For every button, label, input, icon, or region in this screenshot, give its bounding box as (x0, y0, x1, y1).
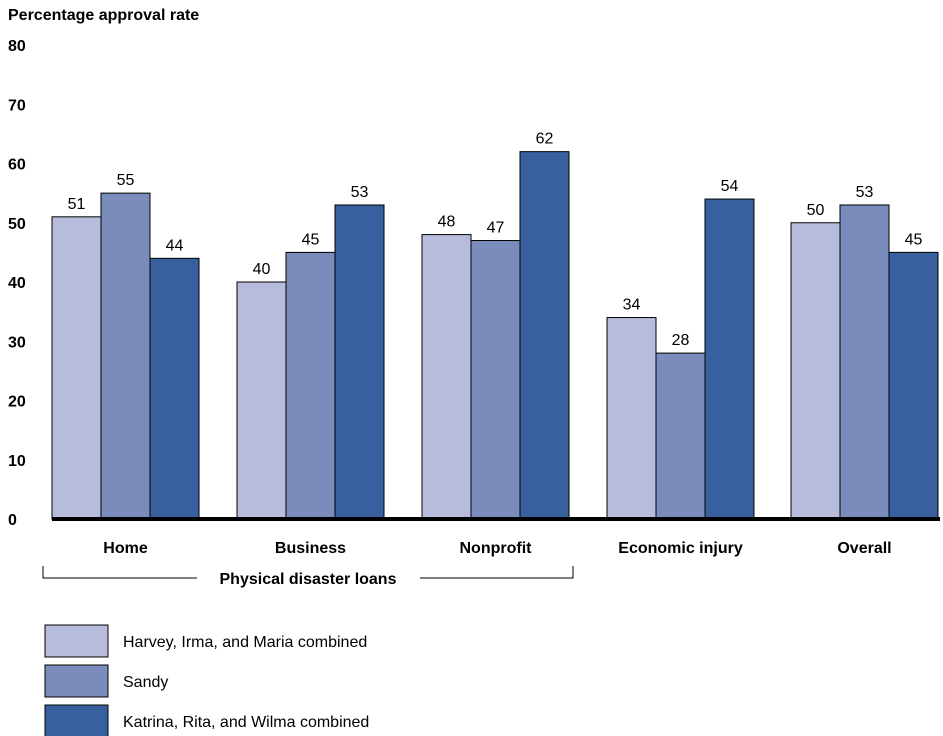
data-label: 44 (166, 237, 184, 254)
bar (470, 240, 521, 520)
bar (149, 257, 200, 520)
data-label: 45 (302, 231, 320, 248)
legend-label: Harvey, Irma, and Maria combined (123, 634, 367, 651)
data-label: 34 (623, 297, 641, 314)
x-axis-ticks: Home Business Nonprofit Economic injury Over… (103, 540, 891, 557)
y-tick-label: 70 (8, 97, 26, 114)
y-tick-label: 0 (8, 512, 17, 529)
bars (51, 151, 939, 520)
legend-swatch (44, 664, 109, 698)
legend-item: Harvey, Irma, and Maria combined (44, 624, 367, 658)
legend: Harvey, Irma, and Maria combined Sandy Kat… (44, 624, 369, 736)
y-tick-label: 10 (8, 453, 26, 470)
data-label: 53 (351, 184, 369, 201)
group-label: Physical disaster loans (220, 571, 397, 588)
data-label: 53 (856, 184, 874, 201)
legend-label: Katrina, Rita, and Wilma combined (123, 714, 369, 731)
data-label: 50 (807, 202, 825, 219)
x-tick-label: Overall (837, 540, 891, 557)
bar (704, 198, 755, 520)
data-label: 40 (253, 261, 271, 278)
y-tick-label: 80 (8, 38, 26, 55)
bar (519, 151, 570, 520)
bar (421, 234, 472, 520)
legend-swatch (44, 624, 109, 658)
data-labels: 51 55 44 40 45 53 48 47 62 34 28 54 50 53 45 (68, 131, 923, 349)
bar (888, 251, 939, 520)
x-tick-label: Business (275, 540, 346, 557)
y-tick-label: 60 (8, 157, 26, 174)
bar (285, 251, 336, 520)
data-label: 45 (905, 231, 923, 248)
y-tick-label: 20 (8, 394, 26, 411)
bar (839, 204, 890, 520)
x-tick-label: Nonprofit (460, 540, 533, 557)
y-axis-ticks: 0 10 20 30 40 50 60 70 80 (8, 38, 26, 529)
bar (100, 192, 151, 520)
y-axis-title: Percentage approval rate (8, 7, 199, 24)
bracket-right-line (420, 566, 574, 579)
bar (655, 352, 706, 520)
bracket-left-line (42, 566, 197, 579)
y-tick-label: 40 (8, 275, 26, 292)
physical-loans-bracket: Physical disaster loans (42, 566, 574, 588)
data-label: 62 (536, 131, 554, 148)
bar (236, 281, 287, 520)
bar (790, 222, 841, 520)
data-label: 47 (487, 220, 505, 237)
data-label: 55 (117, 172, 135, 189)
data-label: 48 (438, 214, 456, 231)
y-tick-label: 50 (8, 216, 26, 233)
bar (51, 216, 102, 520)
legend-swatch (44, 704, 109, 736)
legend-item: Katrina, Rita, and Wilma combined (44, 704, 369, 736)
x-tick-label: Home (103, 540, 148, 557)
bar (334, 204, 385, 520)
bar (606, 317, 657, 520)
data-label: 51 (68, 196, 86, 213)
data-label: 28 (672, 332, 690, 349)
data-label: 54 (721, 178, 739, 195)
x-tick-label: Economic injury (618, 540, 743, 557)
y-tick-label: 30 (8, 334, 26, 351)
legend-item: Sandy (44, 664, 168, 698)
legend-label: Sandy (123, 674, 168, 691)
